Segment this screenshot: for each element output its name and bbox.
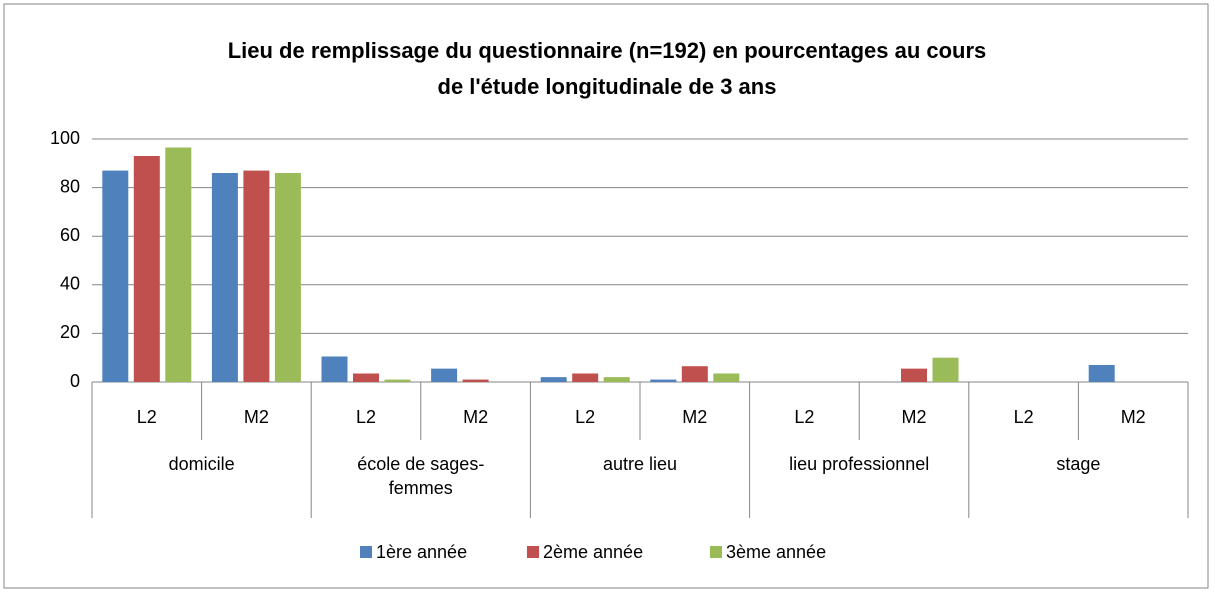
bar [133,156,160,382]
x-tick-label: M2 [682,407,707,427]
bar [102,170,129,382]
group-label-box: domicile [168,454,235,474]
bar [540,377,567,382]
x-tick-label: M2 [901,407,926,427]
bar [681,366,708,382]
bar [165,147,192,382]
bar [650,379,677,382]
bar [603,377,630,382]
x-tick-label: L2 [1014,407,1034,427]
group-label-box: stage [1056,454,1101,474]
y-tick-label: 40 [60,274,80,294]
group-label: lieu professionnel [789,454,930,474]
group-label-box: école de sages-femmes [357,454,485,498]
bar [1088,364,1115,382]
x-tick-label: L2 [575,407,595,427]
chart-border [3,3,1209,589]
legend-swatch [527,546,539,558]
group-label: domicile [168,454,235,474]
bar [384,379,411,382]
chart-title: Lieu de remplissage du questionnaire (n=… [228,38,987,63]
y-tick-label: 60 [60,225,80,245]
legend-swatch [710,546,722,558]
x-tick-label: M2 [463,407,488,427]
bar [462,379,489,382]
x-tick-label: M2 [244,407,269,427]
x-tick-label: L2 [356,407,376,427]
group-label: stage [1056,454,1101,474]
x-tick-label: L2 [137,407,157,427]
bar [274,173,301,382]
legend-label: 2ème année [543,542,643,562]
x-tick-label: M2 [1121,407,1146,427]
x-tick-label: L2 [794,407,814,427]
legend-label: 3ème année [726,542,826,562]
bar [932,357,959,382]
y-tick-label: 80 [60,176,80,196]
chart-title: de l'étude longitudinale de 3 ans [438,74,777,99]
y-tick-label: 0 [70,371,80,391]
group-label: école de sages-femmes [357,454,485,498]
bar [321,356,348,382]
group-label-box: lieu professionnel [789,454,930,474]
bar [353,373,379,382]
group-label: autre lieu [602,454,678,474]
bar [211,173,238,382]
group-label-box: autre lieu [602,454,678,474]
bar [713,373,740,382]
legend-swatch [360,546,372,558]
y-tick-label: 20 [60,322,80,342]
bar [901,368,927,382]
bar [431,368,458,382]
legend-label: 1ère année [376,542,467,562]
y-tick-label: 100 [50,128,80,148]
bar [243,170,270,382]
bar [572,373,599,382]
